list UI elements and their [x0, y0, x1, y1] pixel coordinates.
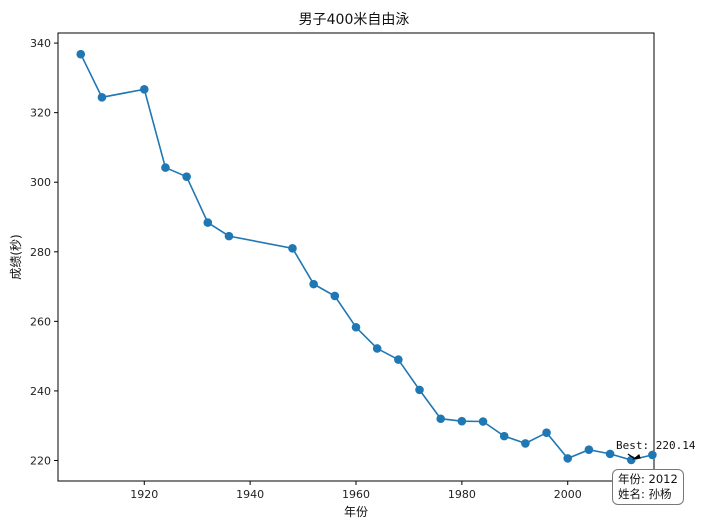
- y-tick-label: 300: [30, 176, 51, 189]
- data-point: [288, 244, 297, 253]
- data-point: [436, 414, 445, 424]
- data-point: [309, 279, 318, 289]
- x-tick-label: 1960: [342, 488, 370, 501]
- data-point: [605, 449, 615, 459]
- annotation-arrow: [627, 453, 635, 460]
- chart-title: 男子400米自由泳: [299, 12, 410, 28]
- record-info-box: 年份: 2012 姓名: 孙杨: [612, 469, 684, 505]
- data-point: [372, 344, 382, 353]
- data-point: [224, 231, 234, 241]
- y-tick-label: 260: [30, 315, 51, 328]
- x-tick-label: 1940: [236, 488, 264, 501]
- data-point: [139, 85, 149, 94]
- x-axis: 1920 1940 1960 1980 2000: [130, 481, 582, 501]
- y-tick-label: 340: [30, 37, 51, 50]
- data-point: [203, 218, 213, 227]
- x-tick-label: 1980: [448, 488, 476, 501]
- x-tick-label: 1920: [130, 488, 158, 501]
- best-annotation: Best: 220.14: [616, 439, 696, 460]
- y-axis: 220 240 260 280 300 320 340: [30, 37, 58, 467]
- data-point: [330, 291, 340, 301]
- y-tick-label: 320: [30, 107, 51, 120]
- y-axis-label: 成绩(秒): [9, 234, 23, 279]
- data-point: [478, 417, 488, 426]
- series-line: [80, 53, 653, 461]
- data-point: [521, 439, 530, 448]
- data-point: [584, 445, 594, 454]
- data-point: [542, 428, 551, 437]
- data-point: [415, 385, 424, 395]
- info-year: 年份: 2012: [618, 472, 678, 486]
- data-point: [97, 93, 107, 102]
- data-point: [351, 322, 361, 332]
- y-tick-label: 220: [30, 454, 51, 467]
- data-point: [648, 450, 657, 460]
- series-layer: [76, 49, 657, 465]
- x-axis-label: 年份: [344, 505, 368, 519]
- annotation-arrowhead: [632, 453, 641, 460]
- data-point: [499, 431, 509, 441]
- data-point: [563, 454, 573, 463]
- data-point: [394, 355, 403, 364]
- data-point: [76, 49, 86, 59]
- data-point: [182, 172, 191, 181]
- y-tick-label: 240: [30, 385, 51, 398]
- data-point: [457, 416, 467, 426]
- info-name: 姓名: 孙杨: [618, 487, 672, 501]
- data-point: [161, 163, 170, 172]
- annotation-label: Best: 220.14: [616, 439, 696, 452]
- y-tick-label: 280: [30, 246, 51, 259]
- x-tick-label: 2000: [554, 488, 582, 501]
